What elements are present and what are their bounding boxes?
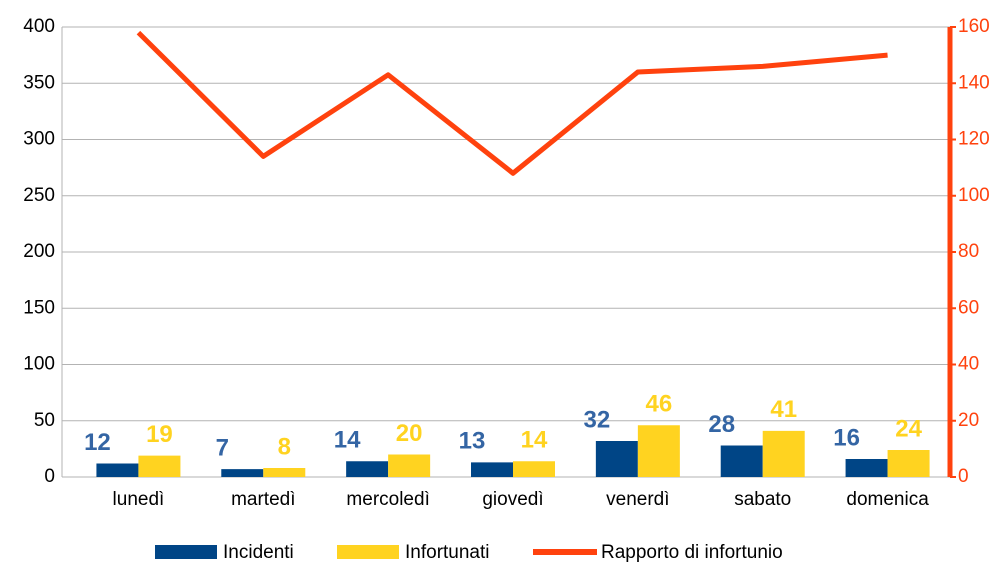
bar bbox=[720, 445, 763, 477]
data-label: 19 bbox=[146, 421, 173, 448]
data-label: 13 bbox=[459, 428, 486, 455]
y2-tick-label: 20 bbox=[958, 410, 979, 431]
bar bbox=[471, 462, 513, 477]
line bbox=[136, 30, 888, 176]
x-tick-label: martedì bbox=[231, 489, 295, 510]
x-tick-label: domenica bbox=[846, 489, 929, 510]
y2-tick-label: 0 bbox=[958, 466, 969, 487]
y2-tick-label: 40 bbox=[958, 354, 979, 375]
data-label: 20 bbox=[396, 420, 423, 447]
y-tick-label: 200 bbox=[23, 241, 55, 262]
bar bbox=[887, 450, 930, 477]
x-tick-label: lunedì bbox=[113, 489, 165, 510]
y2-tick-label: 60 bbox=[958, 297, 979, 318]
legend-swatch bbox=[337, 545, 399, 559]
y2-tick-label: 80 bbox=[958, 241, 979, 262]
y2-tick-label: 140 bbox=[958, 72, 990, 93]
data-label: 41 bbox=[770, 396, 797, 423]
data-label: 7 bbox=[216, 434, 229, 461]
data-label: 24 bbox=[895, 415, 922, 442]
x-tick-label: giovedì bbox=[482, 489, 543, 510]
bar bbox=[221, 469, 264, 477]
y-tick-label: 100 bbox=[23, 354, 55, 375]
x-tick-label: venerdì bbox=[606, 489, 669, 510]
y2-tick-label: 120 bbox=[958, 129, 990, 150]
data-label: 46 bbox=[646, 391, 673, 418]
legend-swatch bbox=[533, 549, 597, 555]
data-label: 16 bbox=[833, 424, 860, 451]
bar bbox=[388, 454, 431, 477]
x-tick-label: mercoledì bbox=[346, 489, 429, 510]
y-tick-label: 400 bbox=[23, 16, 55, 37]
x-tick-label: sabato bbox=[734, 489, 791, 510]
y2-tick-label: 160 bbox=[958, 16, 990, 37]
legend-label: Infortunati bbox=[405, 542, 490, 563]
y-tick-label: 0 bbox=[44, 466, 55, 487]
data-label: 28 bbox=[708, 411, 735, 438]
data-label: 14 bbox=[521, 427, 548, 454]
data-label: 14 bbox=[334, 427, 361, 454]
y-tick-label: 300 bbox=[23, 129, 55, 150]
bar bbox=[845, 459, 888, 477]
data-label: 12 bbox=[84, 429, 111, 456]
legend-swatch bbox=[155, 545, 217, 559]
y-tick-label: 250 bbox=[23, 185, 55, 206]
y2-tick-label: 100 bbox=[958, 185, 990, 206]
bar bbox=[762, 430, 805, 477]
bar bbox=[637, 425, 680, 477]
y-tick-label: 350 bbox=[23, 72, 55, 93]
bar bbox=[513, 461, 555, 477]
bar bbox=[96, 463, 139, 477]
legend-label: Rapporto di infortunio bbox=[601, 542, 783, 563]
y-tick-label: 150 bbox=[23, 297, 55, 318]
bar bbox=[138, 455, 181, 477]
y-tick-label: 50 bbox=[34, 410, 55, 431]
bar bbox=[263, 468, 306, 477]
data-label: 8 bbox=[278, 433, 291, 460]
bar bbox=[595, 441, 638, 477]
bar bbox=[346, 461, 389, 477]
data-label: 32 bbox=[584, 406, 611, 433]
legend-label: Incidenti bbox=[223, 542, 294, 563]
